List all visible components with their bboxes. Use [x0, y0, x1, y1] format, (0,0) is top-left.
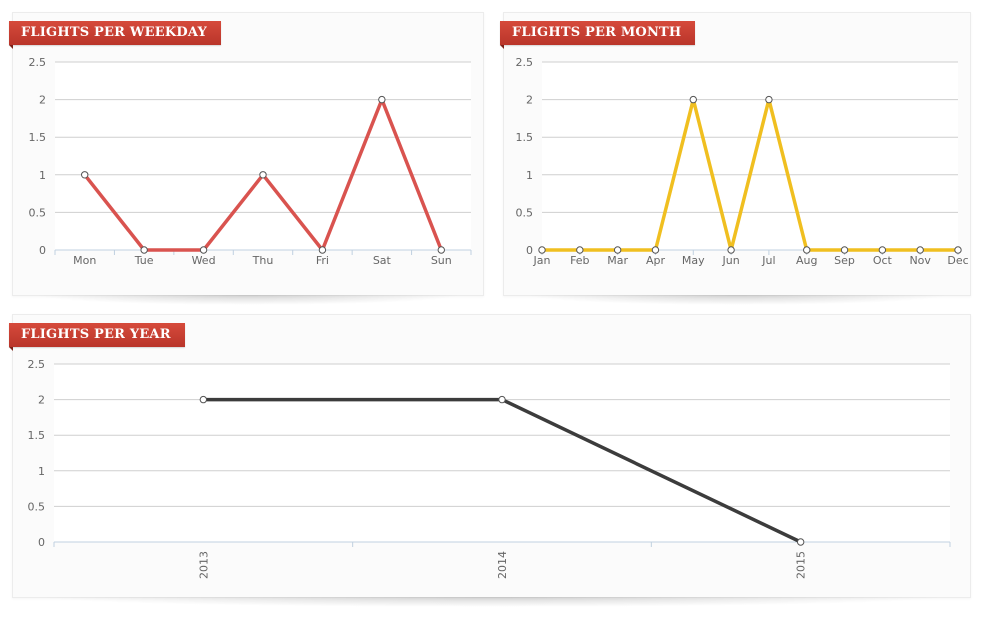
y-tick-label: 2.5 [516, 56, 534, 69]
weekday-chart-panel: FLIGHTS PER WEEKDAY 0 0.5 1 1.5 2 2.5 Mon Tue We… [9, 12, 484, 305]
x-tick-label: Feb [570, 254, 589, 267]
x-tick-label: 2013 [197, 551, 210, 579]
y-tick-label: 0.5 [516, 206, 534, 219]
data-point [803, 246, 811, 254]
data-point [199, 395, 208, 404]
x-tick-label: Jan [533, 254, 551, 267]
x-tick-label: 2014 [496, 551, 509, 579]
data-point [840, 246, 849, 254]
data-point [689, 95, 697, 104]
data-point [81, 171, 89, 179]
y-tick-label: 1 [39, 169, 46, 182]
y-tick-label: 2.5 [28, 358, 46, 371]
data-point [613, 246, 622, 254]
month-chart-panel: FLIGHTS PER MONTH 0 0.5 1 1.5 2 2.5 Jan Feb Mar A… [500, 12, 971, 305]
x-tick-label: Tue [134, 254, 154, 267]
y-tick-label: 0 [38, 536, 45, 549]
x-tick-label: 2015 [795, 551, 808, 579]
x-tick-label: Sep [834, 254, 855, 267]
data-point [765, 95, 773, 104]
x-tick-label: Dec [947, 254, 968, 267]
y-tick-label: 0 [526, 244, 533, 257]
data-point [140, 246, 148, 254]
y-tick-label: 2.5 [29, 56, 47, 69]
y-tick-label: 2 [526, 94, 533, 107]
data-point [727, 246, 735, 254]
y-tick-label: 0.5 [29, 206, 47, 219]
x-tick-label: Jun [721, 254, 739, 267]
x-tick-label: Oct [873, 254, 893, 267]
y-tick-label: 1 [526, 169, 533, 182]
data-point [378, 95, 386, 104]
year-chart-panel: FLIGHTS PER YEAR 0 0.5 1 1.5 2 2.5 2013 2014 201… [9, 314, 971, 607]
y-tick-label: 1.5 [29, 131, 47, 144]
data-point [796, 538, 805, 546]
x-tick-label: Sun [431, 254, 452, 267]
y-tick-label: 1 [38, 465, 45, 478]
month-chart-title: FLIGHTS PER MONTH [500, 21, 696, 49]
data-point [878, 246, 887, 254]
data-point [651, 246, 660, 254]
series-line [540, 97, 960, 252]
x-tick-label: Mar [607, 254, 628, 267]
x-tick-label: May [682, 254, 705, 267]
y-tick-label: 1.5 [28, 429, 46, 442]
month-line-chart: 0 0.5 1 1.5 2 2.5 Jan Feb Mar Apr May Jun Jul Aug Sep O… [516, 56, 969, 267]
plot-background [542, 62, 958, 250]
panel-shadow [524, 295, 950, 305]
weekday-line-chart: 0 0.5 1 1.5 2 2.5 Mon Tue Wed Thu Fri Sat Sun [29, 56, 472, 267]
data-point [576, 246, 584, 254]
x-tick-label: Jul [761, 254, 775, 267]
data-point [954, 246, 962, 254]
weekday-chart-title: FLIGHTS PER WEEKDAY [9, 21, 221, 49]
data-point [916, 246, 924, 254]
data-point [437, 246, 445, 254]
year-chart-title: FLIGHTS PER YEAR [9, 323, 185, 351]
data-point [318, 246, 327, 254]
x-tick-label: Fri [316, 254, 329, 267]
y-tick-label: 1.5 [516, 131, 534, 144]
plot-background [54, 364, 950, 542]
data-point [259, 171, 267, 179]
year-line-chart: 0 0.5 1 1.5 2 2.5 2013 2014 2015 [28, 358, 951, 579]
x-tick-label: Sat [373, 254, 392, 267]
x-tick-label: Aug [796, 254, 817, 267]
y-tick-label: 2 [38, 394, 45, 407]
x-tick-label: Nov [909, 254, 931, 267]
y-tick-label: 0.5 [28, 500, 46, 513]
data-point [538, 246, 546, 254]
data-point [199, 246, 208, 254]
panel-shadow [33, 295, 463, 305]
x-tick-label: Wed [192, 254, 216, 267]
x-tick-label: Mon [73, 254, 96, 267]
y-tick-label: 0 [39, 244, 46, 257]
x-tick-label: Thu [252, 254, 274, 267]
y-tick-label: 2 [39, 94, 46, 107]
plot-background [55, 62, 471, 250]
panel-shadow [33, 597, 950, 607]
x-tick-label: Apr [646, 254, 666, 267]
data-point [498, 395, 506, 404]
